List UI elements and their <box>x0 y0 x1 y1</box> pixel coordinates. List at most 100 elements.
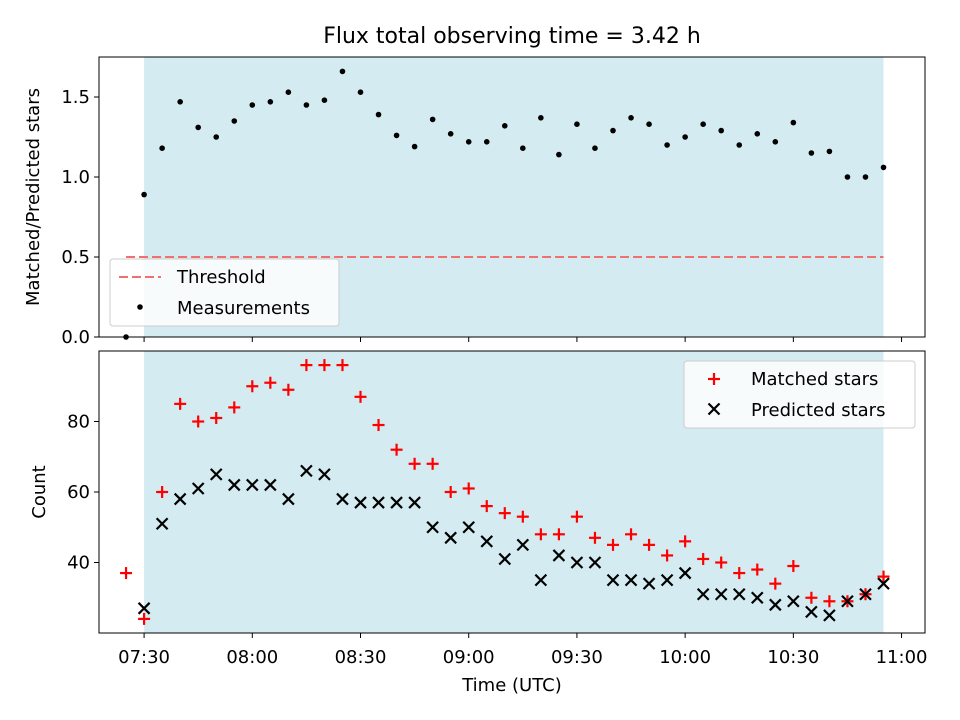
measurement-point <box>447 131 454 137</box>
x-tick-label: 07:30 <box>118 647 170 668</box>
measurement-point <box>772 139 779 145</box>
matched-star-point <box>697 552 710 565</box>
bottom-y-axis-label: Count <box>29 465 50 518</box>
predicted-star-point <box>155 517 169 531</box>
matched-star-point <box>480 500 493 513</box>
measurement-point <box>501 123 508 129</box>
predicted-star-point <box>300 464 313 478</box>
bottom-y-tick-label: 60 <box>67 482 90 503</box>
measurement-point <box>538 115 544 121</box>
cross-stroke-b <box>787 594 800 608</box>
matched-star-point <box>877 570 890 583</box>
predicted-star-point <box>372 496 385 509</box>
top-y-tick-label: 0.5 <box>61 247 90 268</box>
predicted-star-point <box>462 520 475 534</box>
predicted-star-point <box>498 552 512 566</box>
matched-star-point <box>552 528 565 541</box>
measurement-point <box>736 142 743 148</box>
top-legend: Threshold Measurements <box>109 258 340 327</box>
predicted-star-point <box>227 478 241 492</box>
matched-star-point <box>138 612 151 625</box>
matched-star-point <box>354 390 367 403</box>
predicted-star-point <box>678 566 692 580</box>
x-tick-label: 09:00 <box>443 647 495 668</box>
top-y-tick-label: 0.0 <box>61 327 90 348</box>
measurement-point <box>411 143 418 150</box>
cross-stroke-b <box>137 602 151 615</box>
cross-stroke-b <box>480 535 494 548</box>
matched-star-point <box>372 419 385 432</box>
predicted-star-point <box>336 492 349 506</box>
predicted-star-point <box>877 577 890 590</box>
measurement-point <box>303 102 310 108</box>
predicted-star-point <box>444 531 457 545</box>
matched-star-point <box>462 482 475 495</box>
matched-star-point <box>805 591 818 604</box>
predicted-star-point <box>191 482 205 495</box>
measurement-point <box>790 119 797 126</box>
top-y-tick-label: 1.5 <box>61 87 90 108</box>
cross-stroke-b <box>750 591 764 605</box>
matched-star-point <box>282 383 295 396</box>
cross-stroke-b <box>516 538 530 552</box>
measurement-point <box>844 174 851 180</box>
matched-star-point <box>534 528 547 541</box>
measurement-point <box>321 97 328 103</box>
predicted-star-point <box>823 609 836 622</box>
top-axes-frame <box>98 56 926 338</box>
cross-stroke-b <box>408 496 421 509</box>
bottom-panel: 40 60 80 07:30 08:00 08:30 09:00 09:30 10:00 10:… <box>29 350 927 696</box>
matched-star-point <box>643 538 656 551</box>
cross-stroke-b <box>714 587 728 601</box>
measurement-point <box>610 127 616 134</box>
legend-matched-label: Matched stars <box>751 369 878 390</box>
matched-star-point <box>606 538 619 551</box>
legend-predicted-marker <box>707 402 721 416</box>
chart-title: Flux total observing time = 3.42 h <box>323 24 701 49</box>
predicted-star-point <box>750 591 764 605</box>
cross-stroke-b <box>300 464 313 478</box>
matched-star-point <box>210 411 223 424</box>
cross-stroke-b <box>191 482 205 495</box>
predicted-star-point <box>787 594 800 608</box>
measurement-point <box>267 99 274 105</box>
cross-stroke-b <box>696 587 710 601</box>
cross-stroke-b <box>841 594 854 608</box>
predicted-star-point <box>354 496 367 509</box>
predicted-star-point <box>552 549 566 562</box>
cross-stroke-b <box>769 598 782 612</box>
top-x-axis-ticks <box>143 337 903 342</box>
cross-stroke-b <box>498 552 512 566</box>
bottom-legend: Matched stars Predicted stars <box>683 360 916 429</box>
bottom-y-tick-label: 80 <box>67 412 90 433</box>
matched-star-point <box>787 560 800 573</box>
predicted-star-point <box>660 573 674 587</box>
measurement-point <box>754 131 761 137</box>
predicted-star-point <box>714 587 728 601</box>
measurement-point <box>808 150 815 156</box>
x-axis-label: Time (UTC) <box>461 675 562 696</box>
top-legend-box <box>109 258 340 327</box>
predicted-star-point <box>390 496 403 509</box>
measurement-point <box>628 115 634 121</box>
top-y-tick-label: 1.0 <box>61 167 90 188</box>
cross-stroke-b <box>173 492 187 506</box>
cross-stroke-b <box>372 496 385 509</box>
matched-star-point <box>336 359 349 372</box>
matched-star-point <box>823 595 836 608</box>
x-tick-label: 08:30 <box>335 647 387 668</box>
legend-predicted-label: Predicted stars <box>751 400 885 421</box>
matched-star-point <box>444 486 457 498</box>
bottom-y-axis-ticks: 40 60 80 <box>67 412 99 574</box>
cross-stroke-b <box>588 556 602 569</box>
cross-stroke-b <box>264 478 277 492</box>
predicted-star-point <box>696 587 710 601</box>
legend-measurements-swatch <box>137 304 143 310</box>
cross-stroke-b <box>155 517 169 531</box>
measurement-point <box>520 145 526 151</box>
predicted-star-point <box>841 594 854 608</box>
measurement-point <box>141 191 147 198</box>
matched-star-point <box>300 359 313 372</box>
bottom-axes-frame <box>98 350 926 634</box>
measurement-point <box>195 124 201 131</box>
